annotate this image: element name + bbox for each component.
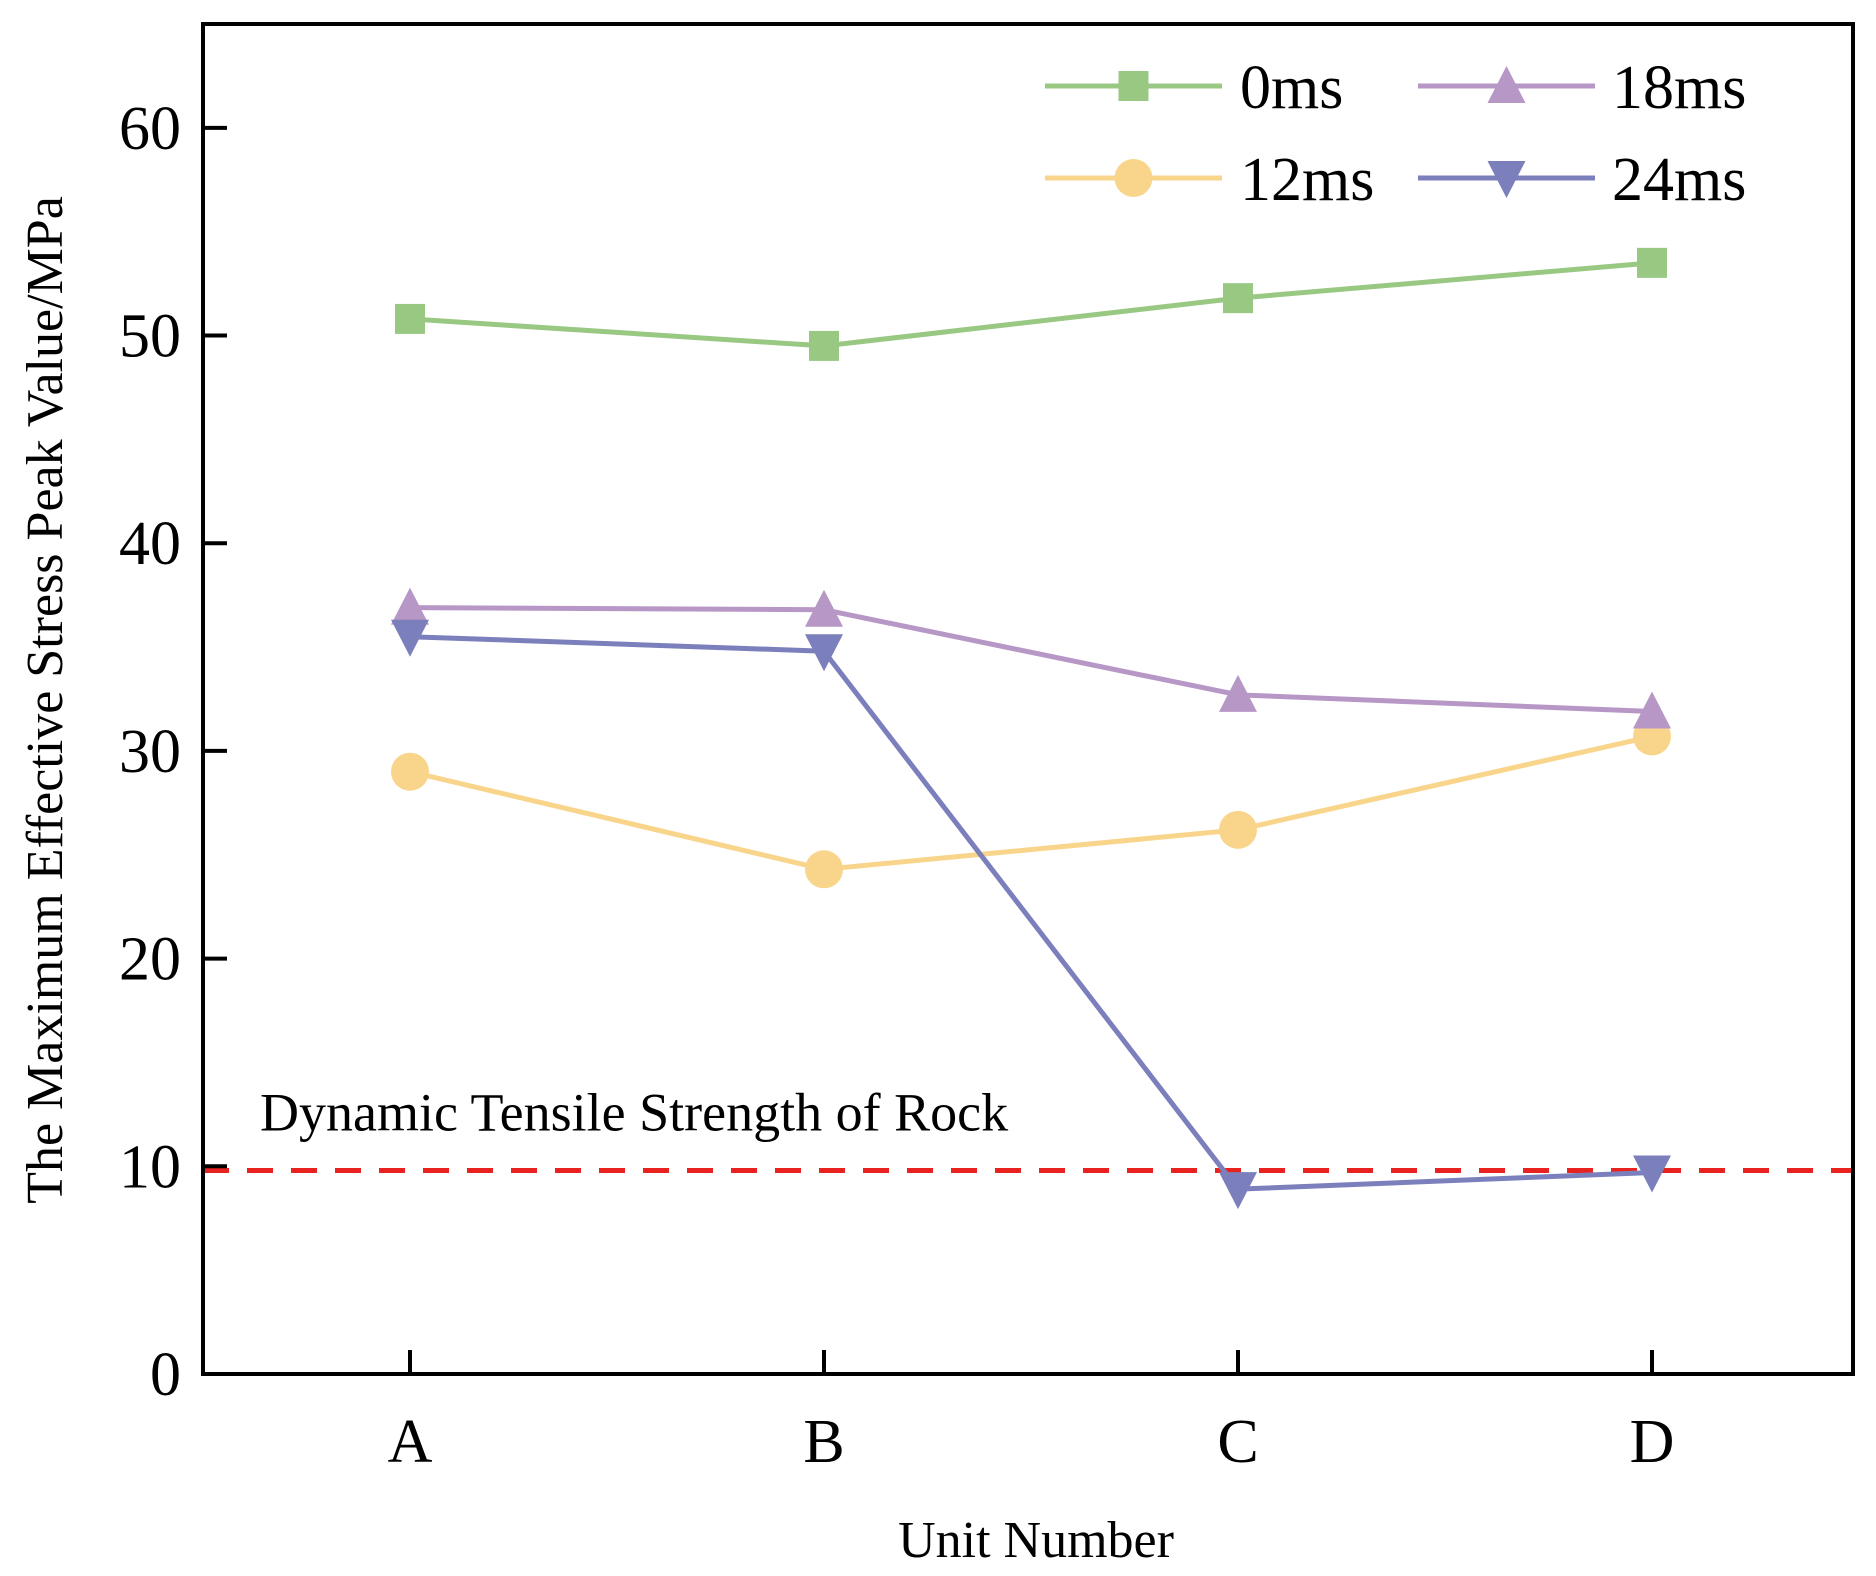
legend-item-12ms: 12ms xyxy=(1045,146,1374,214)
reference-line-label: Dynamic Tensile Strength of Rock xyxy=(260,1082,1008,1142)
data-point-0ms-D xyxy=(1637,247,1667,278)
y-tick-label: 50 xyxy=(119,303,181,371)
x-tick-label: D xyxy=(1630,1408,1675,1476)
series-line-24ms xyxy=(409,634,1653,1192)
y-tick-label: 0 xyxy=(150,1341,181,1409)
y-tick-label: 60 xyxy=(119,95,181,163)
legend: 0ms 12ms 18ms 24ms xyxy=(1045,54,1746,214)
x-tick-label: A xyxy=(388,1408,433,1476)
legend-item-24ms: 24ms xyxy=(1418,146,1746,214)
plot-layer: Dynamic Tensile Strength of Rock xyxy=(203,247,1853,1210)
data-point-18ms-A xyxy=(391,587,429,625)
data-point-12ms-C xyxy=(1219,810,1257,849)
data-point-18ms-D xyxy=(1633,691,1671,729)
data-point-24ms-A xyxy=(391,619,429,657)
series-line-18ms xyxy=(409,605,1653,714)
legend-item-18ms: 18ms xyxy=(1418,54,1746,122)
data-point-0ms-A xyxy=(395,303,425,334)
legend-marker-12ms xyxy=(1114,159,1153,197)
data-point-0ms-C xyxy=(1223,283,1253,314)
data-point-12ms-A xyxy=(391,752,429,791)
legend-label: 0ms xyxy=(1240,54,1343,122)
plot-frame xyxy=(201,22,1855,1376)
data-point-24ms-D xyxy=(1633,1155,1671,1193)
data-point-24ms-C xyxy=(1219,1172,1257,1210)
y-tick-label: 30 xyxy=(119,718,181,786)
series-line-0ms xyxy=(409,260,1653,349)
legend-marker-18ms xyxy=(1487,66,1526,103)
y-tick-label: 20 xyxy=(119,926,181,994)
data-point-18ms-B xyxy=(805,589,843,627)
legend-label: 18ms xyxy=(1612,54,1746,122)
data-point-0ms-B xyxy=(809,330,839,361)
legend-item-0ms: 0ms xyxy=(1045,54,1343,122)
x-tick-label: B xyxy=(803,1408,844,1476)
data-point-12ms-B xyxy=(805,850,843,889)
y-tick-label: 10 xyxy=(119,1133,181,1201)
y-axis-title: The Maximum Effective Stress Peak Value/… xyxy=(17,196,74,1204)
data-point-24ms-B xyxy=(805,634,843,672)
axes-layer: 0 10 20 30 40 50 60 A B C D xyxy=(119,22,1855,1476)
legend-marker-24ms xyxy=(1487,161,1526,198)
x-tick-label: C xyxy=(1217,1408,1258,1476)
legend-label: 24ms xyxy=(1612,146,1746,214)
legend-label: 12ms xyxy=(1240,146,1374,214)
x-axis-title: Unit Number xyxy=(898,1512,1174,1569)
data-point-18ms-C xyxy=(1219,674,1257,712)
series-line-12ms xyxy=(409,733,1653,872)
legend-marker-0ms xyxy=(1118,71,1149,101)
y-tick-label: 40 xyxy=(119,510,181,578)
